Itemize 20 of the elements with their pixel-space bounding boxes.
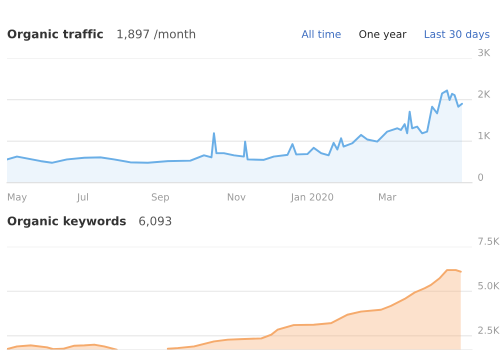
y-tick-label: 5.0K [478, 282, 500, 290]
chart-title: Organic keywords [8, 216, 126, 228]
y-tick-label: 1K [478, 132, 490, 140]
text: All time [302, 30, 341, 38]
text: Last 30 days [424, 30, 490, 40]
text: One year [359, 30, 406, 40]
x-tick-label: Mar [379, 193, 396, 201]
y-tick-label: 3K [478, 48, 490, 56]
y-tick-label: 2.5K [478, 326, 500, 334]
x-tick-label: Jul [76, 193, 88, 202]
x-tick-label: May [8, 193, 27, 203]
chart-title: Organic traffic [8, 29, 103, 41]
x-tick-label: Jan 2020 [290, 193, 334, 202]
y-tick-label: 0 [478, 173, 484, 181]
y-tick-label: 2K [478, 90, 490, 98]
y-tick-label: 7.5K [478, 238, 500, 245]
x-tick-label: Nov [228, 193, 246, 201]
chart-subtitle: 1,897 /month [118, 29, 196, 40]
x-tick-label: Sep [152, 193, 169, 203]
chart-subtitle: 6,093 [139, 216, 172, 227]
